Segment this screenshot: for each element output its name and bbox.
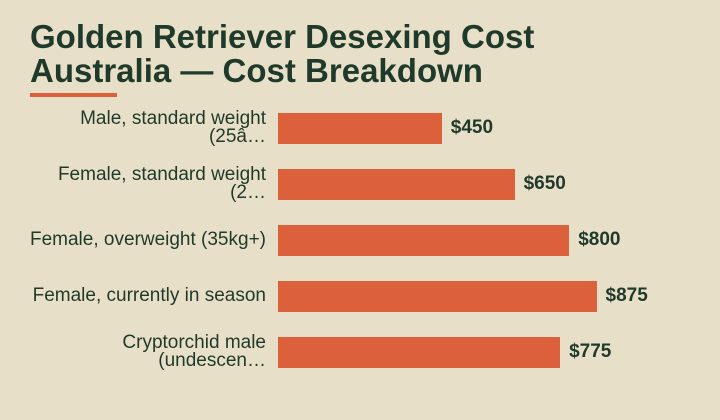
value-label: $800 <box>578 229 621 250</box>
y-tick-label: Female, standard weight (2… <box>57 164 266 203</box>
bar <box>278 336 561 368</box>
bar <box>278 168 515 200</box>
y-tick-label: Cryptorchid male (undescen… <box>122 332 266 371</box>
y-tick-label: Female, currently in season <box>32 285 266 306</box>
value-label: $875 <box>605 285 648 306</box>
y-tick-label: Female, overweight (35kg+) <box>29 229 266 250</box>
bar <box>278 224 570 256</box>
bar <box>278 112 442 144</box>
y-tick-label: Male, standard weight (25â… <box>80 108 266 147</box>
title-accent <box>30 93 117 97</box>
bar <box>278 280 597 312</box>
value-label: $775 <box>569 341 612 362</box>
value-label: $450 <box>450 117 494 138</box>
value-label: $650 <box>523 173 566 194</box>
chart-title: Golden Retriever Desexing Cost Australia… <box>30 18 535 89</box>
